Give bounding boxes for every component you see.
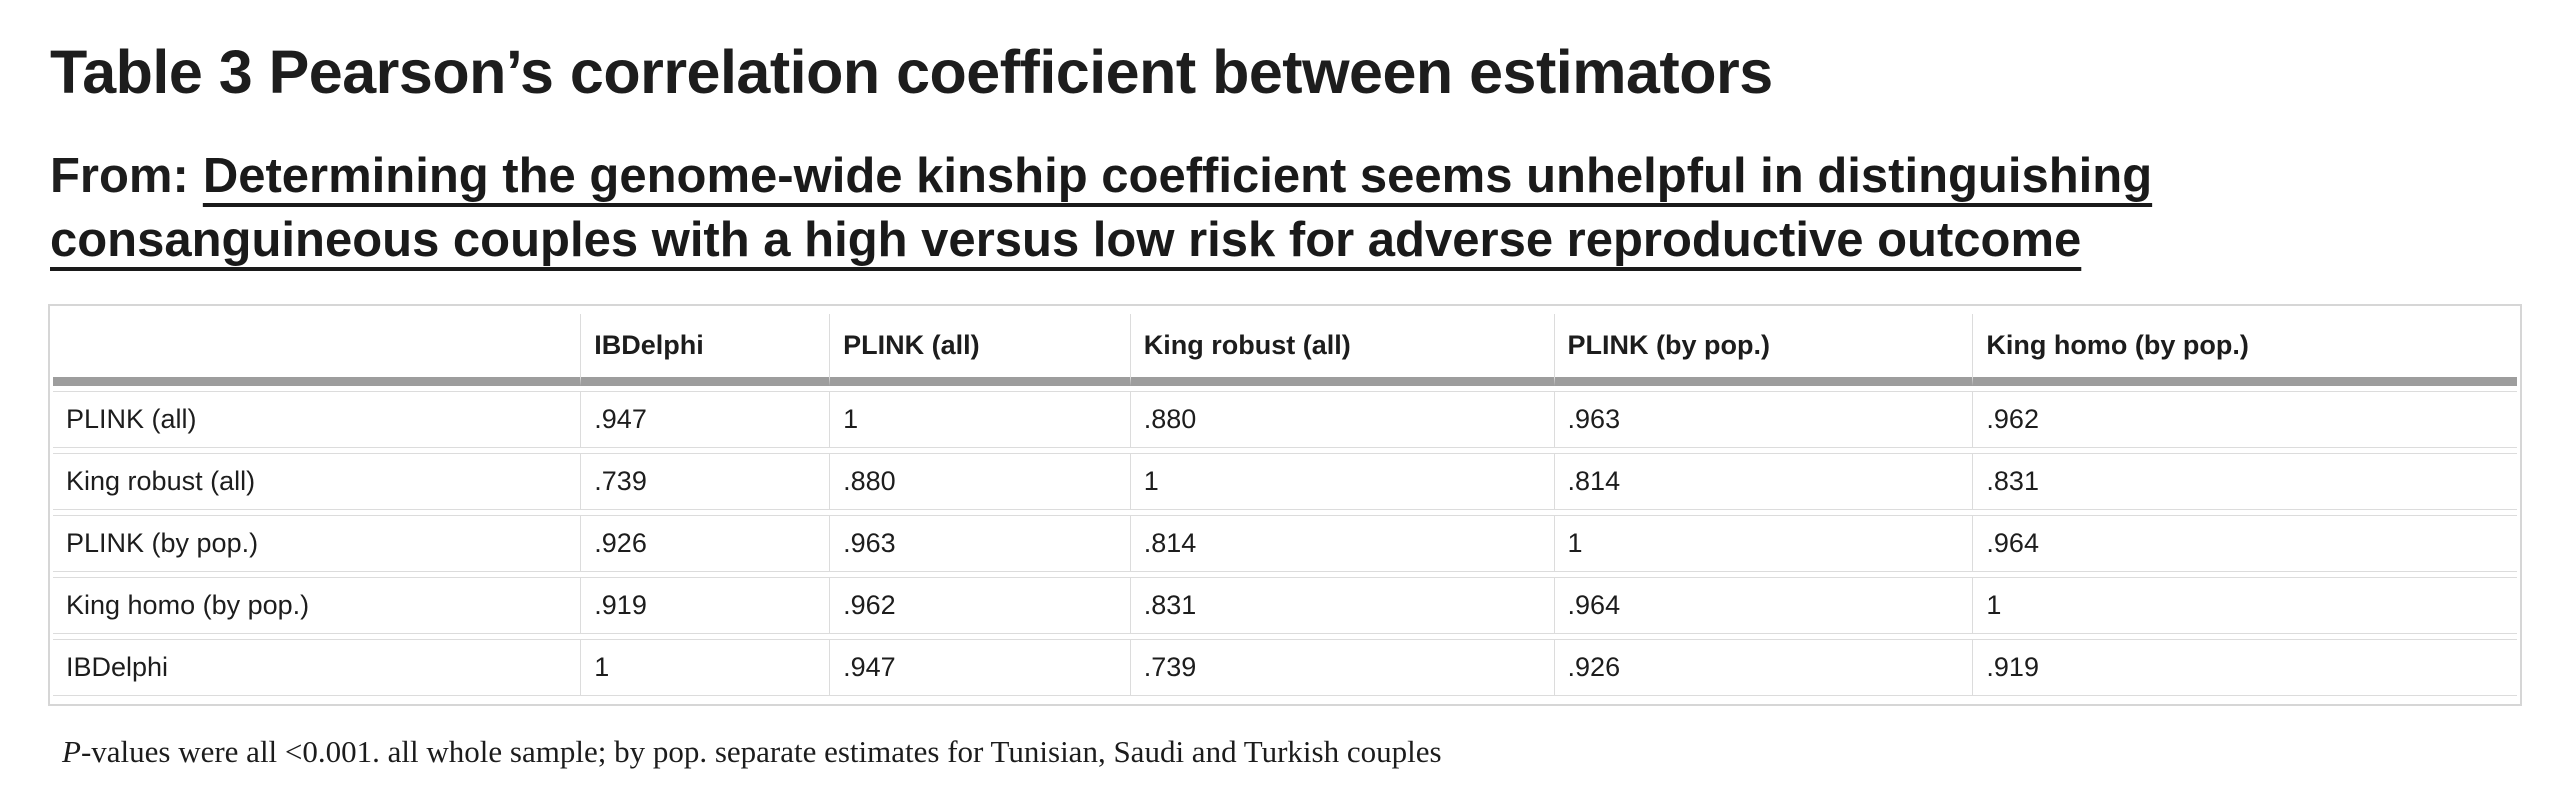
row-label: King robust (all) [53, 453, 581, 511]
table-cell: .926 [580, 515, 830, 573]
table-cell: 1 [1553, 515, 1973, 573]
table-cell: 1 [829, 391, 1130, 449]
table-row: PLINK (by pop.) .926 .963 .814 1 .964 [53, 515, 2517, 573]
table-cell: .926 [1553, 639, 1973, 697]
table-cell: 1 [580, 639, 830, 697]
table-cell: .964 [1553, 577, 1973, 635]
row-label: PLINK (by pop.) [53, 515, 581, 573]
table-cell: .964 [1972, 515, 2517, 573]
table-cell: .947 [580, 391, 830, 449]
column-header-plink-all: PLINK (all) [829, 314, 1130, 387]
article-link-line1: Determining the genome-wide kinship coef… [202, 149, 2153, 204]
table-footnote: P-values were all <0.001. all whole samp… [62, 734, 2522, 770]
table-row: King robust (all) .739 .880 1 .814 .831 [53, 453, 2517, 511]
row-label: PLINK (all) [53, 391, 581, 449]
table-cell: .739 [580, 453, 830, 511]
correlation-table-frame: IBDelphi PLINK (all) King robust (all) P… [48, 304, 2522, 707]
table-cell: .831 [1972, 453, 2517, 511]
table-row: King homo (by pop.) .919 .962 .831 .964 … [53, 577, 2517, 635]
table-cell: 1 [1972, 577, 2517, 635]
table-cell: .831 [1129, 577, 1554, 635]
row-label: King homo (by pop.) [53, 577, 581, 635]
table-cell: .880 [829, 453, 1130, 511]
table-cell: .947 [829, 639, 1130, 697]
table-cell: .962 [829, 577, 1130, 635]
table-row: IBDelphi 1 .947 .739 .926 .919 [53, 639, 2517, 697]
from-label: From: [50, 149, 189, 204]
table-cell: .814 [1553, 453, 1973, 511]
table-cell: .963 [1553, 391, 1973, 449]
article-link-line2: consanguineous couples with a high versu… [50, 213, 2082, 268]
table-cell: .814 [1129, 515, 1554, 573]
table-cell: .963 [829, 515, 1130, 573]
table-cell: .880 [1129, 391, 1554, 449]
article-source-line: From: Determining the genome-wide kinship… [50, 144, 2522, 272]
column-header-king-homo-by-pop: King homo (by pop.) [1972, 314, 2517, 387]
table-cell: .962 [1972, 391, 2517, 449]
table-cell: 1 [1129, 453, 1554, 511]
column-header-plink-by-pop: PLINK (by pop.) [1553, 314, 1973, 387]
column-header-king-robust-all: King robust (all) [1129, 314, 1554, 387]
row-label: IBDelphi [53, 639, 581, 697]
table-row: PLINK (all) .947 1 .880 .963 .962 [53, 391, 2517, 449]
table-cell: .919 [580, 577, 830, 635]
footnote-italic-p: P [62, 734, 81, 770]
column-header-ibdelphi: IBDelphi [580, 314, 830, 387]
table-cell: .919 [1972, 639, 2517, 697]
article-link[interactable]: Determining the genome-wide kinship coef… [50, 149, 2152, 267]
column-header-empty [53, 314, 581, 387]
footnote-text: -values were all <0.001. all whole sampl… [80, 734, 1442, 770]
table-cell: .739 [1129, 639, 1554, 697]
page-title: Table 3 Pearson’s correlation coefficien… [50, 38, 1773, 106]
correlation-table: IBDelphi PLINK (all) King robust (all) P… [53, 309, 2517, 701]
table-header-row: IBDelphi PLINK (all) King robust (all) P… [53, 314, 2517, 387]
